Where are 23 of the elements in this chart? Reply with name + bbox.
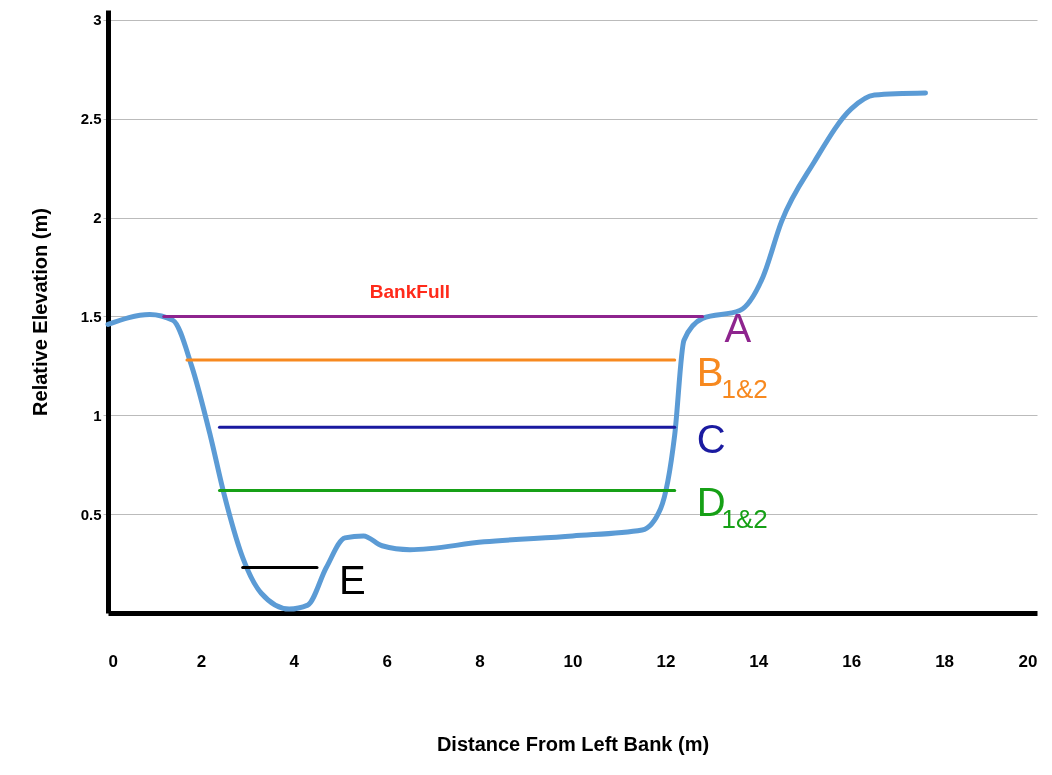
x-tick-label: 12 (656, 651, 676, 671)
series-label: C (696, 417, 726, 462)
x-tick-label: 10 (563, 651, 583, 671)
x-tick-label: 20 (1018, 651, 1038, 671)
y-tick-label: 3 (93, 11, 102, 29)
x-tick-label: 4 (289, 651, 300, 671)
x-tick-label: 16 (842, 651, 862, 671)
y-tick-label: 2.5 (80, 110, 102, 128)
y-tick-label: 1.5 (80, 307, 102, 325)
x-tick-label: 2 (196, 651, 207, 671)
y-tick-label: 2 (93, 209, 102, 227)
x-tick-label: 0 (108, 651, 118, 671)
x-tick-label: 18 (935, 651, 955, 671)
x-tick-label: 6 (382, 651, 392, 671)
y-tick-label: 0.5 (80, 505, 102, 523)
x-tick-label: 8 (475, 651, 485, 671)
series-label: E (339, 557, 366, 602)
series-label: A (724, 306, 752, 351)
y-axis-title: Relative Elevation (m) (28, 208, 51, 416)
x-axis-title: Distance From Left Bank (m) (436, 732, 710, 755)
annotation: BankFull (369, 281, 451, 303)
x-tick-label: 14 (749, 651, 769, 671)
y-tick-label: 1 (93, 406, 102, 424)
